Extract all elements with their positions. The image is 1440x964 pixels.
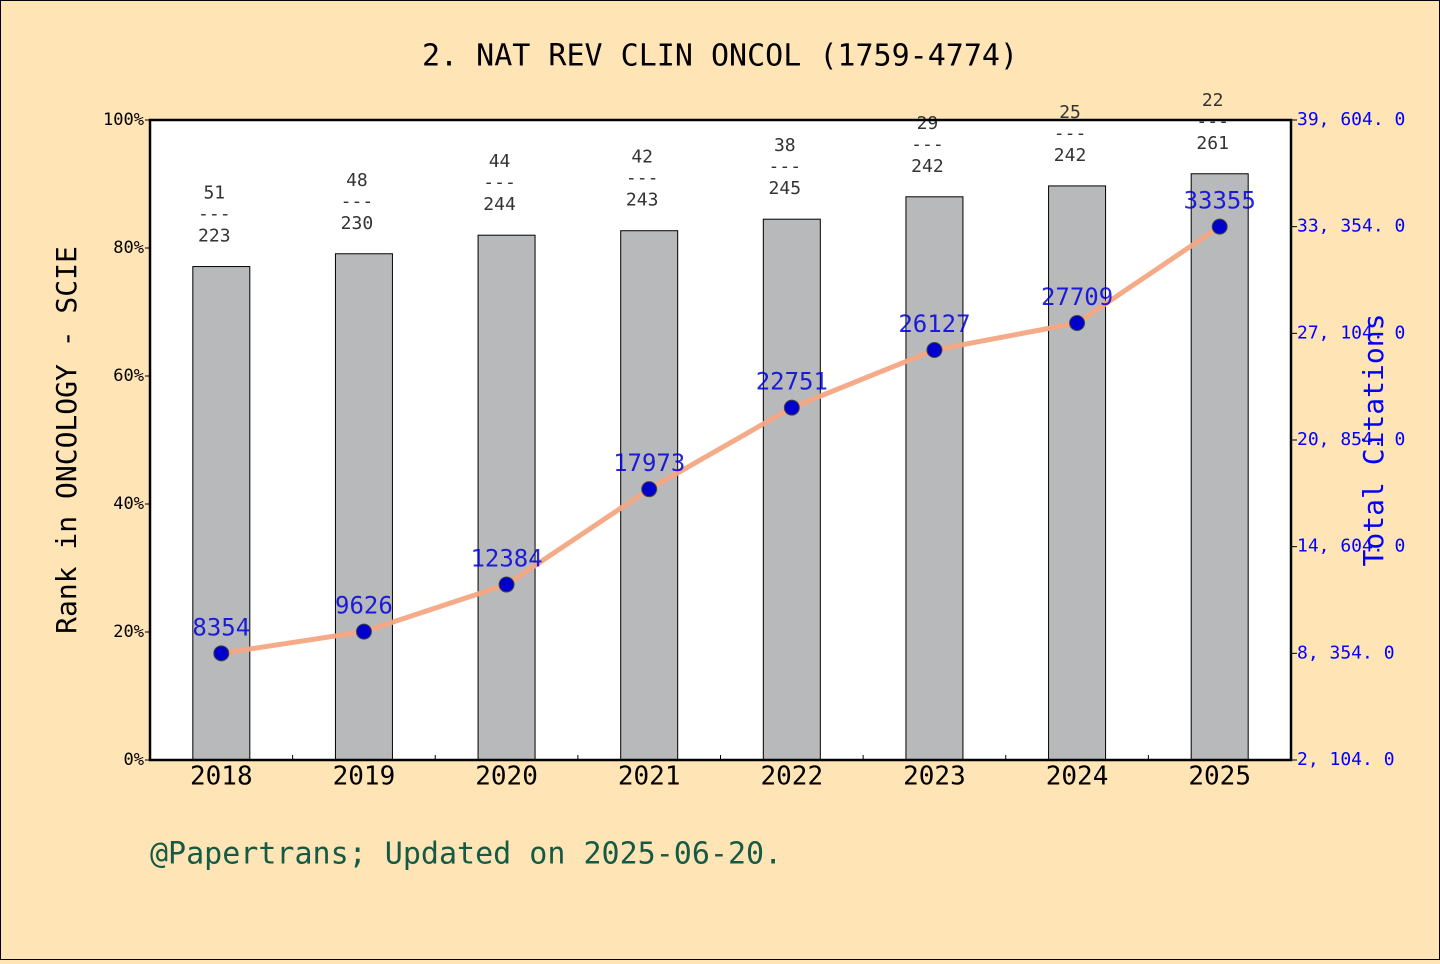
y-axis-label: Rank in ONCOLOGY - SCIE bbox=[50, 246, 83, 634]
y2-tick-label: 8, 354. 0 bbox=[1297, 642, 1395, 663]
value-label: 27709 bbox=[1041, 283, 1113, 311]
x-tick-label: 2022 bbox=[761, 762, 824, 792]
bar-rank-label: 25 bbox=[1059, 102, 1081, 123]
x-tick-label: 2024 bbox=[1046, 762, 1109, 792]
bar-rank-label: 38 bbox=[774, 135, 796, 156]
bar-label-separator: --- bbox=[1196, 111, 1229, 132]
y2-tick-label: 20, 854. 0 bbox=[1297, 429, 1405, 450]
bar-total-label: 261 bbox=[1196, 133, 1229, 154]
y-tick-label: 80% bbox=[113, 238, 144, 258]
marker bbox=[783, 399, 800, 416]
marker bbox=[213, 645, 230, 662]
plot-frame bbox=[148, 118, 1293, 762]
bar-total-label: 245 bbox=[769, 178, 802, 199]
bar bbox=[1048, 185, 1107, 761]
marker bbox=[355, 623, 372, 640]
line bbox=[220, 224, 1222, 656]
y2-tick-label: 33, 354. 0 bbox=[1297, 216, 1405, 237]
value-label: 33355 bbox=[1184, 187, 1256, 215]
marker bbox=[641, 481, 658, 498]
x-tick-label: 2020 bbox=[475, 762, 538, 792]
y-tick-label: 60% bbox=[113, 366, 144, 386]
value-label: 17973 bbox=[613, 449, 685, 477]
bar-label-separator: --- bbox=[341, 191, 374, 212]
bar-rank-label: 42 bbox=[631, 147, 653, 168]
bar bbox=[1190, 173, 1249, 761]
bar-total-label: 244 bbox=[483, 194, 516, 215]
x-tick-label: 2023 bbox=[903, 762, 966, 792]
bar-total-label: 243 bbox=[626, 190, 659, 211]
value-label: 9626 bbox=[335, 592, 393, 620]
y-tick-label: 20% bbox=[113, 622, 144, 642]
bar bbox=[334, 253, 393, 761]
x-tick-label: 2019 bbox=[333, 762, 396, 792]
x-tick-label: 2018 bbox=[190, 762, 253, 792]
bar-rank-label: 51 bbox=[203, 183, 225, 204]
bar-label-separator: --- bbox=[483, 172, 516, 193]
y-tick-label: 0% bbox=[124, 750, 144, 770]
y-tick-label: 100% bbox=[103, 110, 144, 130]
y-tick-label: 40% bbox=[113, 494, 144, 514]
x-tick-label: 2025 bbox=[1188, 762, 1251, 792]
y2-axis-label: Total Citations bbox=[1357, 314, 1390, 567]
bar-rank-label: 48 bbox=[346, 170, 368, 191]
y2-tick-label: 14, 604. 0 bbox=[1297, 536, 1405, 557]
y2-tick-label: 27, 104. 0 bbox=[1297, 322, 1405, 343]
bar-label-separator: --- bbox=[911, 134, 944, 155]
x-tick-label: 2021 bbox=[618, 762, 681, 792]
marker bbox=[498, 576, 515, 593]
footer: @Papertrans; Updated on 2025-06-20. bbox=[150, 837, 782, 872]
marker bbox=[1211, 218, 1228, 235]
y2-tick-label: 2, 104. 0 bbox=[1297, 749, 1395, 770]
bar-rank-label: 44 bbox=[489, 151, 511, 172]
value-label: 26127 bbox=[898, 310, 970, 338]
chart-title: 2. NAT REV CLIN ONCOL (1759-4774) bbox=[422, 39, 1018, 74]
bar bbox=[477, 234, 536, 761]
bar bbox=[762, 218, 821, 761]
bar-total-label: 242 bbox=[911, 156, 944, 177]
bar-label-separator: --- bbox=[769, 156, 802, 177]
bar-label-separator: --- bbox=[1054, 123, 1087, 144]
marker bbox=[926, 342, 943, 359]
value-label: 22751 bbox=[756, 368, 828, 396]
plot-area bbox=[150, 120, 1291, 760]
value-label: 8354 bbox=[192, 613, 250, 641]
bar bbox=[192, 266, 251, 761]
y2-tick-label: 39, 604. 0 bbox=[1297, 109, 1405, 130]
marker bbox=[1069, 315, 1086, 332]
bar-total-label: 242 bbox=[1054, 145, 1087, 166]
bar-rank-label: 22 bbox=[1202, 90, 1224, 111]
bar bbox=[905, 196, 964, 761]
value-label: 12384 bbox=[470, 545, 542, 573]
bar-label-separator: --- bbox=[198, 204, 231, 225]
bar-rank-label: 29 bbox=[917, 113, 939, 134]
bar-label-separator: --- bbox=[626, 168, 659, 189]
bar-total-label: 230 bbox=[341, 213, 374, 234]
bar-total-label: 223 bbox=[198, 226, 231, 247]
